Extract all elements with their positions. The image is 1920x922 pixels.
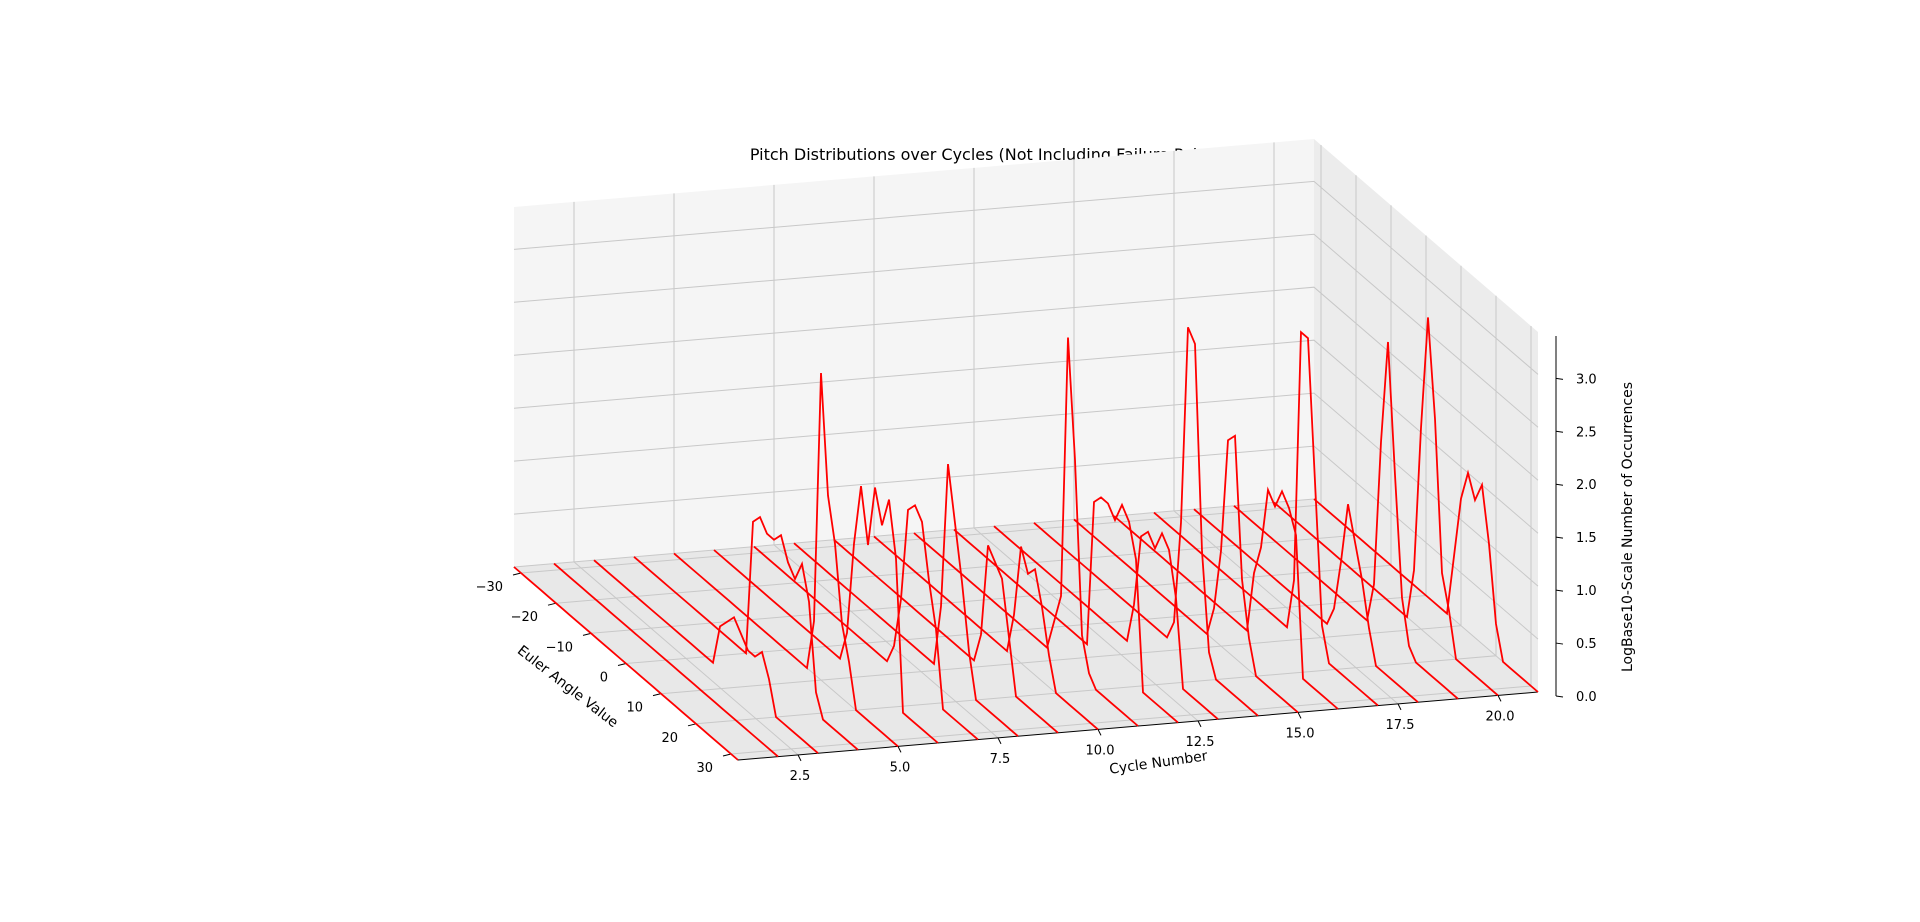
- series-line-cycle-3: [593, 559, 819, 754]
- x-tick-mark: [1197, 720, 1202, 728]
- series-line-cycle-8: [793, 463, 1019, 737]
- y-tick-label: −10: [546, 640, 573, 655]
- series-line-cycle-19: [1233, 341, 1459, 700]
- z-tick-label: 1.5: [1576, 531, 1597, 546]
- z-tick-label: 0.0: [1576, 690, 1597, 705]
- series-line-cycle-21: [1313, 469, 1539, 693]
- series-line-cycle-1: [513, 566, 739, 761]
- y-tick-label: 20: [661, 731, 678, 746]
- series-line-cycle-18: [1193, 504, 1419, 703]
- y-axis-label: Euler Angle Value: [514, 643, 621, 731]
- series-line-cycle-17: [1153, 330, 1379, 707]
- x-tick-label: 5.0: [890, 760, 911, 775]
- series-line-cycle-16: [1113, 486, 1339, 710]
- series-line-cycle-7: [753, 503, 979, 741]
- series-line-cycle-6: [713, 485, 939, 744]
- x-tick-label: 17.5: [1386, 718, 1415, 733]
- x-tick-label: 7.5: [990, 752, 1011, 767]
- series-line-cycle-15: [1073, 434, 1299, 714]
- x-tick-mark: [997, 737, 1002, 745]
- series-line-cycle-11: [913, 337, 1139, 727]
- series-line-cycle-13: [993, 525, 1219, 720]
- y-tick-label: 30: [696, 761, 713, 776]
- z-tick-label: 3.0: [1576, 372, 1597, 387]
- z-axis-label: LogBase10-Scale Number of Occurrences: [1620, 382, 1636, 672]
- z-tick-mark: [1555, 377, 1564, 380]
- y-tick-label: −30: [476, 580, 503, 595]
- series-line-cycle-4: [633, 515, 859, 751]
- z-tick-mark: [1555, 430, 1564, 433]
- y-tick-mark: [722, 753, 732, 757]
- z-grid-line: [513, 180, 1539, 375]
- y-tick-mark: [687, 723, 697, 727]
- z-tick-label: 2.5: [1576, 425, 1597, 440]
- z-tick-mark: [1555, 642, 1564, 645]
- z-tick-mark: [1555, 483, 1564, 486]
- z-tick-mark: [1555, 536, 1564, 539]
- z-tick-label: 0.5: [1576, 637, 1597, 652]
- z-grid-line: [513, 286, 1539, 481]
- x-axis-label: Cycle Number: [1108, 748, 1208, 778]
- back-pane: [514, 139, 1314, 567]
- z-grid-line: [513, 339, 1539, 534]
- tick-labels: 2.5 5.0 7.5 10.0 12.5 15.0 17.5 20.0 −30 −20 −10 0 1…: [476, 372, 1597, 784]
- z-grid-line: [513, 392, 1539, 587]
- data-series: [513, 317, 1539, 761]
- x-tick-label: 10.0: [1086, 743, 1115, 758]
- y-tick-mark: [547, 602, 557, 606]
- y-tick-mark: [652, 693, 662, 697]
- series-line-cycle-2: [553, 562, 779, 758]
- y-tick-label: −20: [511, 610, 538, 625]
- z-tick-mark: [1555, 695, 1564, 698]
- x-tick-label: 2.5: [790, 769, 811, 784]
- z-tick-label: 1.0: [1576, 584, 1597, 599]
- x-tick-mark: [1097, 729, 1102, 736]
- x-tick-label: 15.0: [1286, 726, 1315, 741]
- x-tick-mark: [897, 746, 902, 753]
- y-tick-mark: [512, 572, 522, 576]
- x-tick-mark: [1397, 703, 1402, 711]
- series-line-cycle-20: [1273, 317, 1499, 697]
- z-grid-line: [513, 233, 1539, 428]
- x-tick-mark: [797, 754, 802, 762]
- x-tick-mark: [1497, 695, 1502, 702]
- y-tick-label: 0: [600, 671, 608, 686]
- y-tick-mark: [617, 663, 627, 666]
- series-line-cycle-12: [953, 496, 1179, 724]
- series-line-cycle-10: [873, 535, 1099, 731]
- series-line-cycle-5: [673, 372, 899, 748]
- series-line-cycle-9: [833, 539, 1059, 734]
- x-tick-mark: [1297, 712, 1302, 719]
- x-tick-label: 20.0: [1486, 709, 1515, 724]
- y-tick-label: 10: [626, 701, 643, 716]
- z-tick-mark: [1555, 589, 1564, 592]
- z-tick-label: 2.0: [1576, 478, 1597, 493]
- series-line-cycle-14: [1033, 326, 1259, 717]
- y-tick-mark: [582, 632, 592, 636]
- x-tick-label: 12.5: [1186, 735, 1215, 750]
